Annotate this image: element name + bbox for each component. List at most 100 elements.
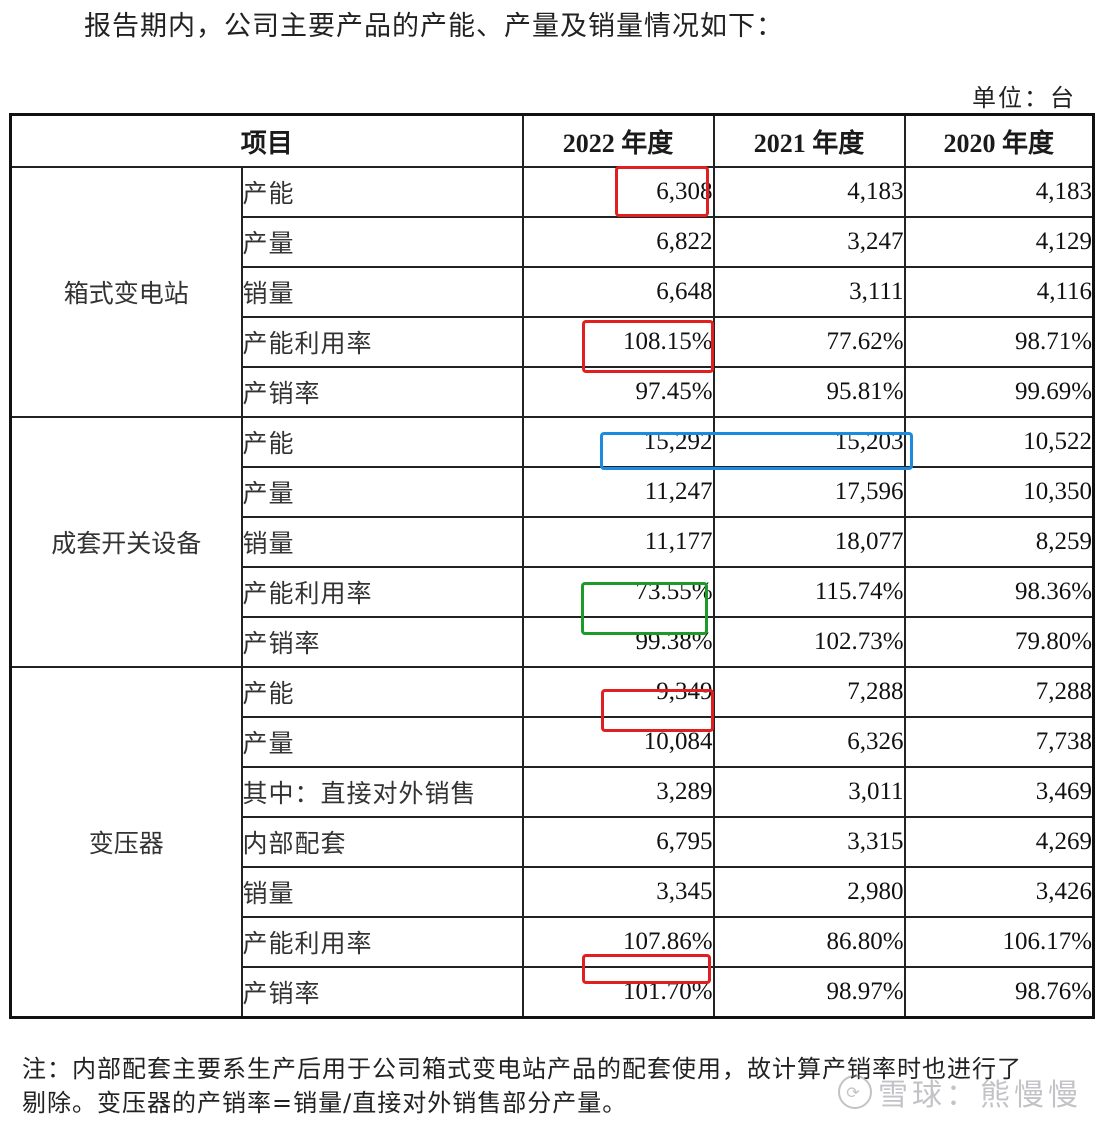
value-cell-2022: 108.15%: [521, 316, 715, 368]
value-cell-2022: 3,289: [521, 766, 715, 818]
value-cell-2022: 11,247: [521, 466, 715, 518]
value-cell-2021: 102.73%: [712, 616, 906, 668]
item-cell: 产销率: [240, 966, 524, 1019]
value-cell-2021: 7,288: [712, 666, 906, 718]
item-cell: 销量: [240, 266, 524, 318]
value-cell-2022: 11,177: [521, 516, 715, 568]
value-cell-2021: 95.81%: [712, 366, 906, 418]
table-row: 变压器 产能 9,349 7,288 7,288: [9, 666, 1095, 1019]
item-cell: 产能: [240, 666, 524, 718]
value-cell-2020: 98.76%: [903, 966, 1095, 1019]
value-cell-2022: 97.45%: [521, 366, 715, 418]
value-cell-2022: 6,648: [521, 266, 715, 318]
item-cell: 产能利用率: [240, 916, 524, 968]
watermark: ⟳ 雪球：熊慢慢: [838, 1070, 1082, 1114]
table-row: 成套开关设备 产能 15,292 15,203 10,522: [9, 416, 1095, 668]
unit-label: 单位：台: [972, 84, 1076, 112]
table-row: 销量 6,648 3,111 4,116: [11, 266, 1095, 318]
value-cell-2020: 8,259: [903, 516, 1095, 568]
value-cell-2020: 3,426: [903, 866, 1095, 918]
header-2020: 2020 年度: [903, 113, 1095, 168]
item-cell: 产量: [240, 216, 524, 268]
value-cell-2021: 98.97%: [712, 966, 906, 1019]
category-cell: 箱式变电站: [9, 166, 243, 418]
table-row: 产量 10,084 6,326 7,738: [11, 716, 1095, 768]
category-cell: 变压器: [9, 666, 243, 1019]
table-row: 产能利用率 73.55% 115.74% 98.36%: [11, 566, 1095, 618]
table-row: 产销率 99.38% 102.73% 79.80%: [11, 616, 1095, 668]
watermark-text: 雪球：熊慢慢: [878, 1078, 1082, 1113]
value-cell-2020: 99.69%: [903, 366, 1095, 418]
value-cell-2021: 3,315: [712, 816, 906, 868]
value-cell-2020: 7,738: [903, 716, 1095, 768]
value-cell-2020: 79.80%: [903, 616, 1095, 668]
table-row: 产能利用率 108.15% 77.62% 98.71%: [11, 316, 1095, 368]
value-cell-2020: 10,522: [903, 416, 1095, 468]
value-cell-2020: 4,129: [903, 216, 1095, 268]
value-cell-2022: 6,308: [521, 166, 715, 218]
item-cell: 销量: [240, 516, 524, 568]
value-cell-2021: 17,596: [712, 466, 906, 518]
table-row: 其中：直接对外销售 3,289 3,011 3,469: [11, 766, 1095, 818]
value-cell-2020: 98.71%: [903, 316, 1095, 368]
value-cell-2020: 4,183: [903, 166, 1095, 218]
value-cell-2021: 3,011: [712, 766, 906, 818]
value-cell-2022: 99.38%: [521, 616, 715, 668]
table-header-row: 项目 2022 年度 2021 年度 2020 年度: [9, 113, 1095, 168]
value-cell-2022: 73.55%: [521, 566, 715, 618]
value-cell-2022: 101.70%: [521, 966, 715, 1019]
value-cell-2020: 10,350: [903, 466, 1095, 518]
item-cell: 产销率: [240, 616, 524, 668]
value-cell-2021: 3,111: [712, 266, 906, 318]
value-cell-2020: 7,288: [903, 666, 1095, 718]
footnote: 注：内部配套主要系生产后用于公司箱式变电站产品的配套使用，故计算产销率时也进行了…: [22, 1052, 1092, 1120]
item-cell: 其中：直接对外销售: [240, 766, 524, 818]
value-cell-2020: 4,116: [903, 266, 1095, 318]
item-cell: 产量: [240, 466, 524, 518]
table-row: 销量 3,345 2,980 3,426: [11, 866, 1095, 918]
value-cell-2021: 77.62%: [712, 316, 906, 368]
item-cell: 内部配套: [240, 816, 524, 868]
item-cell: 产能: [240, 416, 524, 468]
table-row: 内部配套 6,795 3,315 4,269: [11, 816, 1095, 868]
xueqiu-logo-icon: ⟳: [838, 1075, 872, 1109]
value-cell-2022: 6,822: [521, 216, 715, 268]
table-row: 销量 11,177 18,077 8,259: [11, 516, 1095, 568]
value-cell-2021: 15,203: [712, 416, 906, 468]
footnote-line-2: 剔除。变压器的产销率=销量/直接对外销售部分产量。: [22, 1089, 628, 1117]
item-cell: 产能利用率: [240, 566, 524, 618]
value-cell-2021: 3,247: [712, 216, 906, 268]
header-item: 项目: [9, 113, 524, 168]
value-cell-2021: 86.80%: [712, 916, 906, 968]
header-2022: 2022 年度: [521, 113, 715, 168]
item-cell: 产能利用率: [240, 316, 524, 368]
value-cell-2021: 6,326: [712, 716, 906, 768]
table-row: 产能利用率 107.86% 86.80% 106.17%: [11, 916, 1095, 968]
value-cell-2022: 6,795: [521, 816, 715, 868]
value-cell-2021: 4,183: [712, 166, 906, 218]
value-cell-2020: 98.36%: [903, 566, 1095, 618]
value-cell-2021: 18,077: [712, 516, 906, 568]
intro-text: 报告期内，公司主要产品的产能、产量及销量情况如下：: [84, 11, 784, 42]
table-row: 产销率 97.45% 95.81% 99.69%: [11, 366, 1095, 418]
value-cell-2020: 106.17%: [903, 916, 1095, 968]
value-cell-2022: 107.86%: [521, 916, 715, 968]
item-cell: 产销率: [240, 366, 524, 418]
header-2021: 2021 年度: [712, 113, 906, 168]
production-capacity-table: 项目 2022 年度 2021 年度 2020 年度 箱式变电站 产能 6,308 4…: [9, 113, 1096, 1019]
value-cell-2022: 9,349: [521, 666, 715, 718]
item-cell: 产量: [240, 716, 524, 768]
value-cell-2021: 115.74%: [712, 566, 906, 618]
value-cell-2020: 4,269: [903, 816, 1095, 868]
category-cell: 成套开关设备: [9, 416, 243, 668]
value-cell-2021: 2,980: [712, 866, 906, 918]
value-cell-2020: 3,469: [903, 766, 1095, 818]
value-cell-2022: 15,292: [521, 416, 715, 468]
item-cell: 产能: [240, 166, 524, 218]
table-row: 箱式变电站 产能 6,308 4,183 4,183: [9, 166, 1095, 418]
item-cell: 销量: [240, 866, 524, 918]
table-row: 产量 11,247 17,596 10,350: [11, 466, 1095, 518]
value-cell-2022: 3,345: [521, 866, 715, 918]
value-cell-2022: 10,084: [521, 716, 715, 768]
table-row: 产量 6,822 3,247 4,129: [11, 216, 1095, 268]
